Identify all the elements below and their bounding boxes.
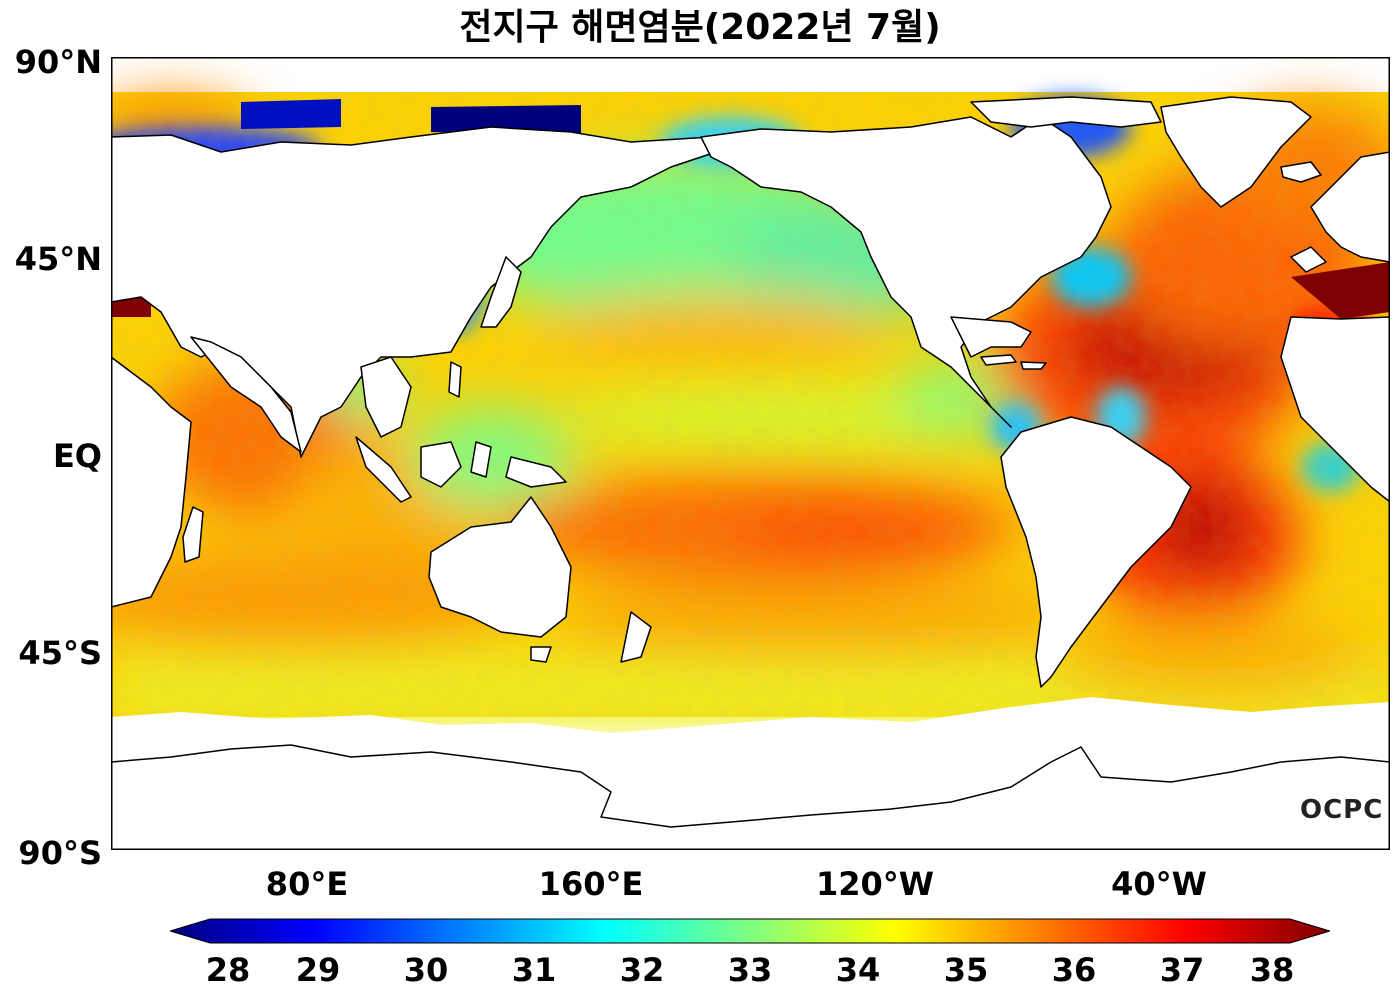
lat-tick-label: 45°N xyxy=(14,240,102,278)
colorbar-tick-label: 36 xyxy=(1051,951,1097,989)
lat-tick-label: EQ xyxy=(52,437,102,475)
colorbar-tick-label: 30 xyxy=(403,951,449,989)
colorbar-tick-label: 37 xyxy=(1159,951,1205,989)
colorbar-tick-label: 29 xyxy=(295,951,341,989)
salinity-map xyxy=(111,57,1390,850)
arctic-fresh-patch xyxy=(431,105,581,135)
kara-fresh-patch xyxy=(241,99,341,129)
mediterranean-patch xyxy=(1291,262,1390,319)
colorbar-tick-label: 31 xyxy=(511,951,557,989)
colorbar-tick-label: 38 xyxy=(1249,951,1295,989)
colorbar-tick-label: 34 xyxy=(835,951,881,989)
land-masses xyxy=(111,96,1390,850)
lon-tick-label: 160°E xyxy=(538,865,644,903)
lat-tick-label: 90°N xyxy=(14,43,102,81)
map-title: 전지구 해면염분(2022년 7월) xyxy=(459,7,941,48)
lat-tick-label: 90°S xyxy=(18,834,102,872)
lat-tick-label: 45°S xyxy=(18,634,102,672)
ocean-field xyxy=(111,92,1390,850)
colorbar-tick-label: 35 xyxy=(943,951,989,989)
ocpc-logo: OCPC xyxy=(1300,795,1384,825)
map-frame xyxy=(111,57,1390,850)
lon-tick-label: 120°W xyxy=(815,865,935,903)
colorbar-gradient xyxy=(170,918,1330,944)
colorbar-tick-label: 33 xyxy=(727,951,773,989)
colorbar-tick-label: 28 xyxy=(205,951,251,989)
lon-tick-label: 80°E xyxy=(265,865,349,903)
colorbar-tick-label: 32 xyxy=(619,951,665,989)
lon-tick-label: 40°W xyxy=(1111,865,1207,903)
colorbar xyxy=(170,918,1330,944)
